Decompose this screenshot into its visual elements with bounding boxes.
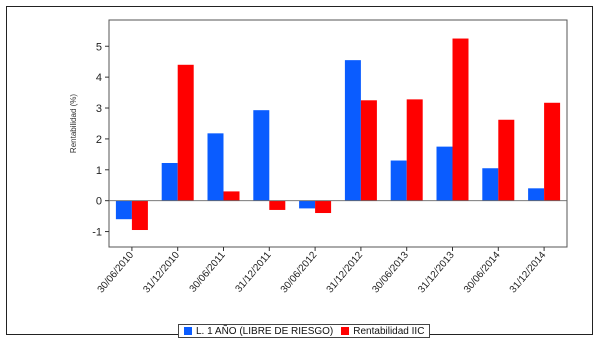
y-tick-label: 3 (96, 103, 102, 115)
y-axis-label: Rentabilidad (%) (69, 94, 78, 153)
x-tick-label: 31/12/2012 (325, 250, 366, 296)
bar-series-2-4 (269, 200, 286, 210)
x-tick-label: 31/12/2013 (416, 250, 457, 296)
y-tick-label: 4 (96, 72, 102, 84)
bar-series-1-3 (207, 133, 224, 201)
x-tick-label: 31/12/2010 (141, 250, 182, 296)
legend-item-series-2: Rentabilidad IIC (341, 326, 424, 337)
bar-series-1-10 (528, 188, 545, 201)
bar-series-1-4 (253, 110, 270, 201)
bar-series-2-2 (177, 64, 194, 201)
bar-series-1-7 (390, 160, 407, 201)
bar-series-2-1 (131, 200, 148, 231)
x-tick-label: 31/12/2011 (233, 250, 273, 295)
bar-series-2-5 (315, 200, 332, 214)
y-tick-label: 1 (96, 165, 102, 177)
bar-series-2-10 (544, 102, 561, 201)
x-tick-label: 30/06/2013 (370, 250, 411, 296)
bars (109, 38, 567, 231)
legend-swatch-red (341, 327, 350, 335)
bar-series-1-8 (436, 146, 453, 201)
bar-series-1-2 (161, 162, 178, 201)
legend-item-series-1: L. 1 AÑO (LIBRE DE RIESGO) (184, 326, 333, 337)
bar-series-1-1 (115, 200, 132, 220)
x-tick-label: 30/06/2014 (462, 250, 503, 296)
x-tick-label: 31/12/2014 (508, 250, 549, 296)
legend-label-series-2: Rentabilidad IIC (353, 325, 425, 337)
y-tick-label: -1 (92, 227, 102, 239)
legend-swatch-blue (184, 327, 192, 335)
legend-label-series-1: L. 1 AÑO (LIBRE DE RIESGO) (196, 325, 334, 337)
legend: L. 1 AÑO (LIBRE DE RIESGO) Rentabilidad … (178, 324, 431, 338)
bar-series-1-9 (482, 168, 499, 201)
bar-series-2-9 (498, 119, 515, 201)
bar-series-1-6 (344, 60, 361, 201)
bar-series-2-6 (360, 100, 377, 201)
bar-series-2-8 (452, 38, 469, 201)
bar-series-2-7 (406, 99, 423, 201)
x-axis: 30/06/2010 31/12/2010 30/06/2011 31/12/2011… (96, 247, 549, 295)
y-axis: -1 0 1 2 3 4 5 (92, 41, 109, 239)
x-tick-label: 30/06/2010 (96, 250, 137, 296)
y-tick-label: 5 (96, 41, 102, 53)
bar-series-1-5 (299, 200, 316, 209)
x-tick-label: 30/06/2011 (188, 250, 228, 295)
x-tick-label: 30/06/2012 (279, 250, 320, 296)
bar-series-2-3 (223, 191, 240, 201)
chart-frame: -1 0 1 2 3 4 5 30/06/2010 31/12/2010 30/06/2011 3… (6, 6, 593, 338)
y-tick-label: 0 (96, 196, 102, 208)
y-tick-label: 2 (96, 134, 102, 146)
